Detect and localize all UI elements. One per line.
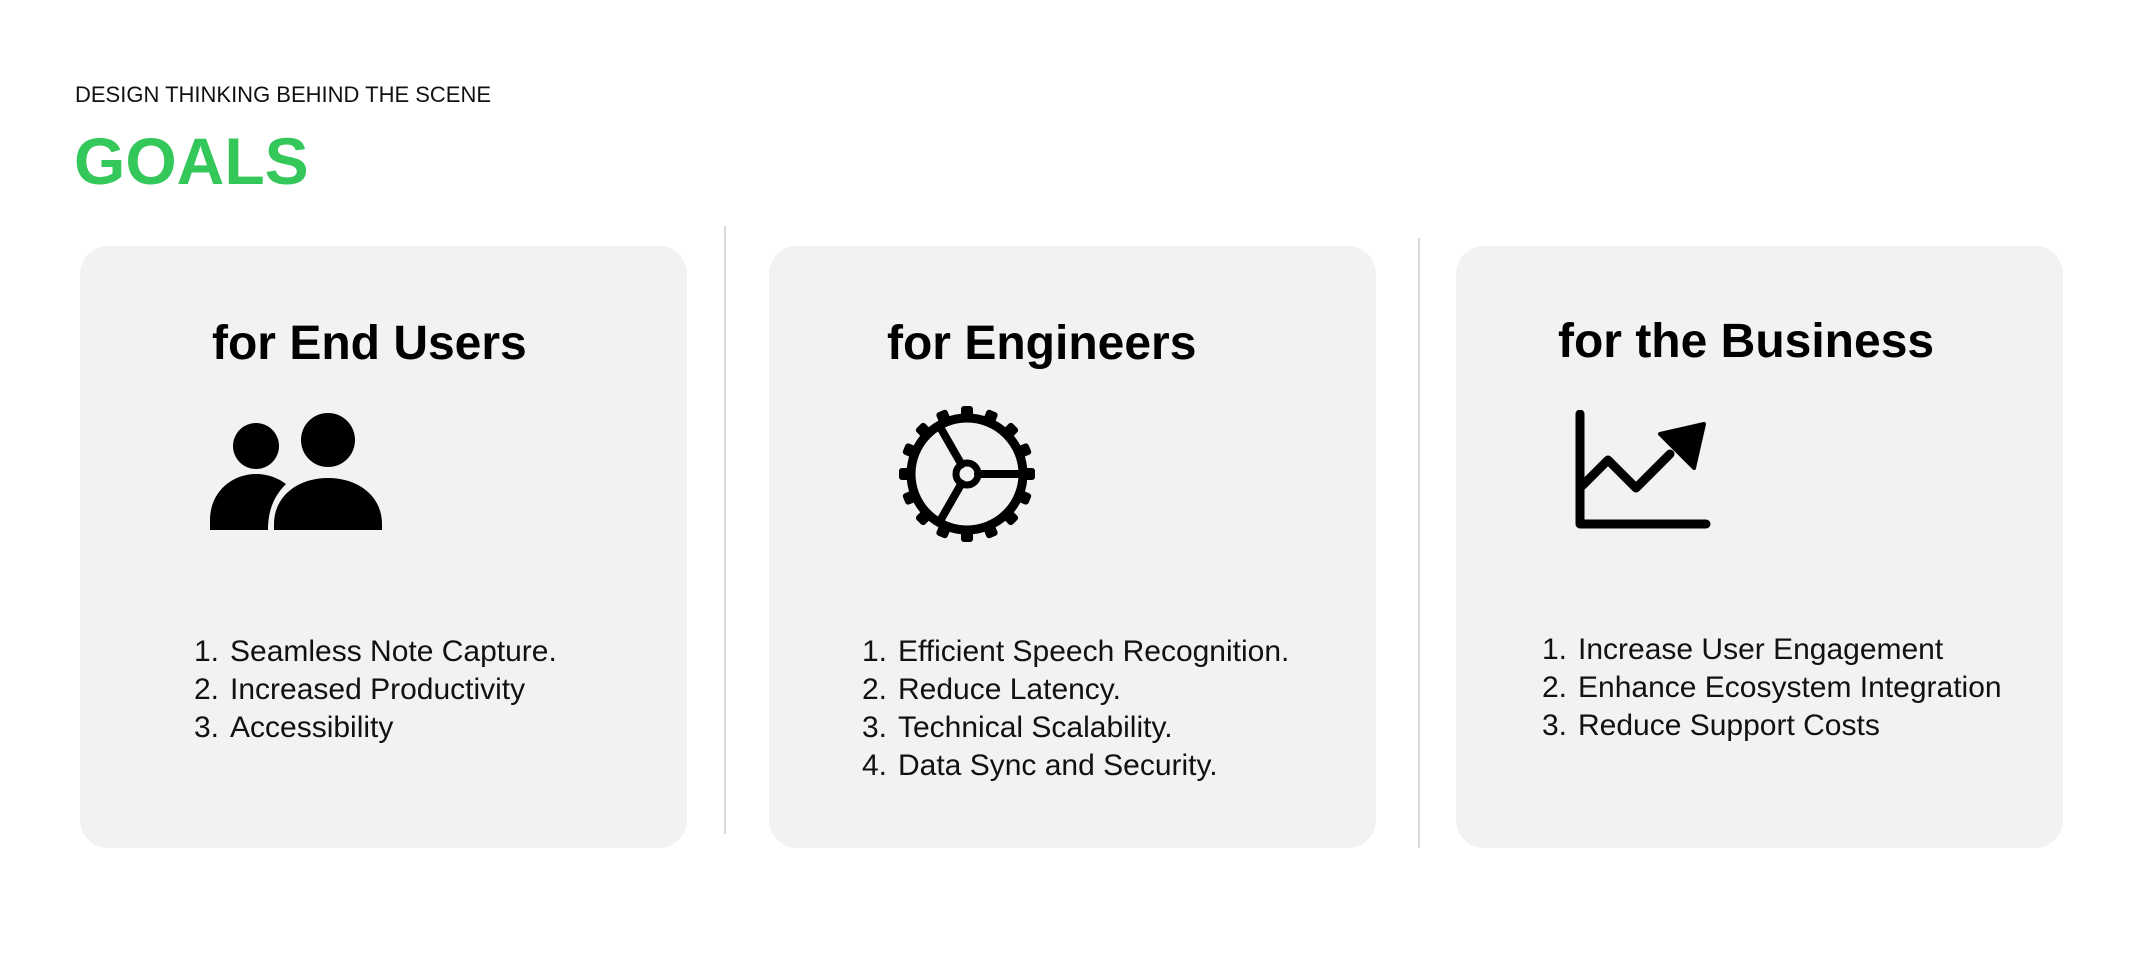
card-engineers: for Engineers: [769, 246, 1376, 848]
divider: [1418, 238, 1420, 848]
list-item: 1. Increase User Engagement: [1542, 631, 2002, 669]
list-item: 2. Enhance Ecosystem Integration: [1542, 669, 2002, 707]
card-title: for Engineers: [887, 317, 1197, 370]
list-item: 2. Increased Productivity: [194, 671, 557, 709]
goal-list: 1. Seamless Note Capture. 2. Increased Pro…: [194, 633, 557, 747]
list-text: Accessibility: [230, 711, 394, 744]
growth-chart-icon: [1574, 409, 1712, 532]
list-item: 1. Seamless Note Capture.: [194, 633, 557, 671]
card-business: for the Business 1. Increase User Engagem…: [1456, 246, 2063, 848]
card-title: for End Users: [212, 317, 527, 370]
list-text: Reduce Latency.: [898, 673, 1121, 706]
list-number: 2.: [1542, 671, 1568, 704]
list-item: 2. Reduce Latency.: [862, 671, 1289, 709]
goal-list: 1. Efficient Speech Recognition. 2. Reduce…: [862, 633, 1289, 785]
eyebrow-label: DESIGN THINKING BEHIND THE SCENE: [75, 82, 492, 107]
list-text: Increase User Engagement: [1578, 633, 1944, 666]
list-item: 3. Accessibility: [194, 709, 557, 747]
list-text: Data Sync and Security.: [898, 749, 1218, 782]
list-text: Reduce Support Costs: [1578, 709, 1880, 742]
list-text: Technical Scalability.: [898, 711, 1173, 744]
card-title: for the Business: [1558, 315, 1935, 368]
list-text: Enhance Ecosystem Integration: [1578, 671, 2002, 704]
list-text: Increased Productivity: [230, 673, 526, 706]
list-item: 3. Reduce Support Costs: [1542, 707, 2002, 745]
page-title: GOALS: [74, 124, 309, 198]
list-text: Seamless Note Capture.: [230, 635, 557, 668]
list-number: 3.: [862, 711, 888, 744]
list-number: 3.: [1542, 709, 1568, 742]
list-number: 3.: [194, 711, 220, 744]
list-number: 1.: [194, 635, 220, 668]
gear-icon: [897, 404, 1037, 544]
list-item: 4. Data Sync and Security.: [862, 747, 1289, 785]
list-item: 3. Technical Scalability.: [862, 709, 1289, 747]
list-number: 2.: [862, 673, 888, 706]
list-item: 1. Efficient Speech Recognition.: [862, 633, 1289, 671]
goal-list: 1. Increase User Engagement 2. Enhance Eco…: [1542, 631, 2002, 745]
card-end-users: for End Users 1. Seamless Note Capture. 2…: [80, 246, 687, 848]
list-text: Efficient Speech Recognition.: [898, 635, 1290, 668]
divider: [724, 226, 726, 834]
people-icon: [208, 412, 382, 530]
list-number: 1.: [1542, 633, 1568, 666]
list-number: 4.: [862, 749, 888, 782]
list-number: 1.: [862, 635, 888, 668]
list-number: 2.: [194, 673, 220, 706]
